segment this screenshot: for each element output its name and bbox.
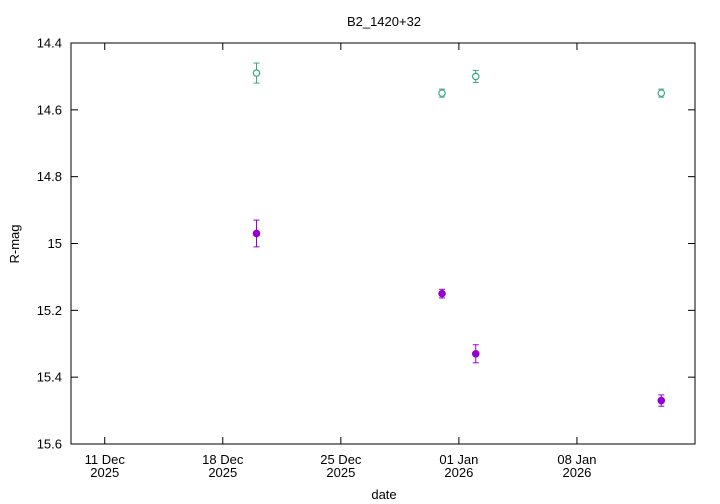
x-axis-label: date	[371, 487, 396, 502]
y-tick-label: 15.2	[37, 303, 62, 318]
y-axis: 14.4 14.6 14.8 15 15.2 15.4 15.6	[37, 36, 695, 452]
x-tick-year-label: 2025	[208, 465, 237, 480]
series-2	[252, 219, 666, 407]
x-tick-year-label: 2025	[90, 465, 119, 480]
data-point	[471, 72, 480, 81]
y-tick-label: 15.6	[37, 437, 62, 452]
x-tick-label: 08 Jan	[557, 452, 596, 467]
x-tick-year-label: 2026	[562, 465, 591, 480]
data-marks	[252, 62, 666, 407]
x-tick-year-label: 2025	[326, 465, 355, 480]
data-point	[252, 69, 261, 77]
y-tick-label: 14.6	[37, 102, 62, 117]
data-point	[438, 289, 446, 298]
x-tick-label: 11 Dec	[85, 452, 126, 467]
series-1	[252, 62, 666, 98]
x-tick-year-label: 2026	[444, 465, 473, 480]
data-point	[252, 229, 261, 238]
data-point	[471, 349, 480, 358]
y-tick-label: 14.4	[37, 36, 62, 51]
data-point	[657, 89, 666, 97]
y-tick-label: 14.8	[37, 169, 62, 184]
y-axis-label: R-mag	[7, 224, 22, 263]
x-tick-label: 01 Jan	[439, 452, 478, 467]
plot-frame	[70, 42, 696, 445]
data-point	[657, 396, 666, 405]
y-tick-label: 15	[48, 236, 62, 251]
x-tick-label: 18 Dec	[202, 452, 244, 467]
x-tick-label: 25 Dec	[320, 452, 362, 467]
chart-title: B2_1420+32	[347, 14, 421, 29]
data-point	[438, 89, 446, 97]
y-tick-label: 15.4	[37, 370, 62, 385]
